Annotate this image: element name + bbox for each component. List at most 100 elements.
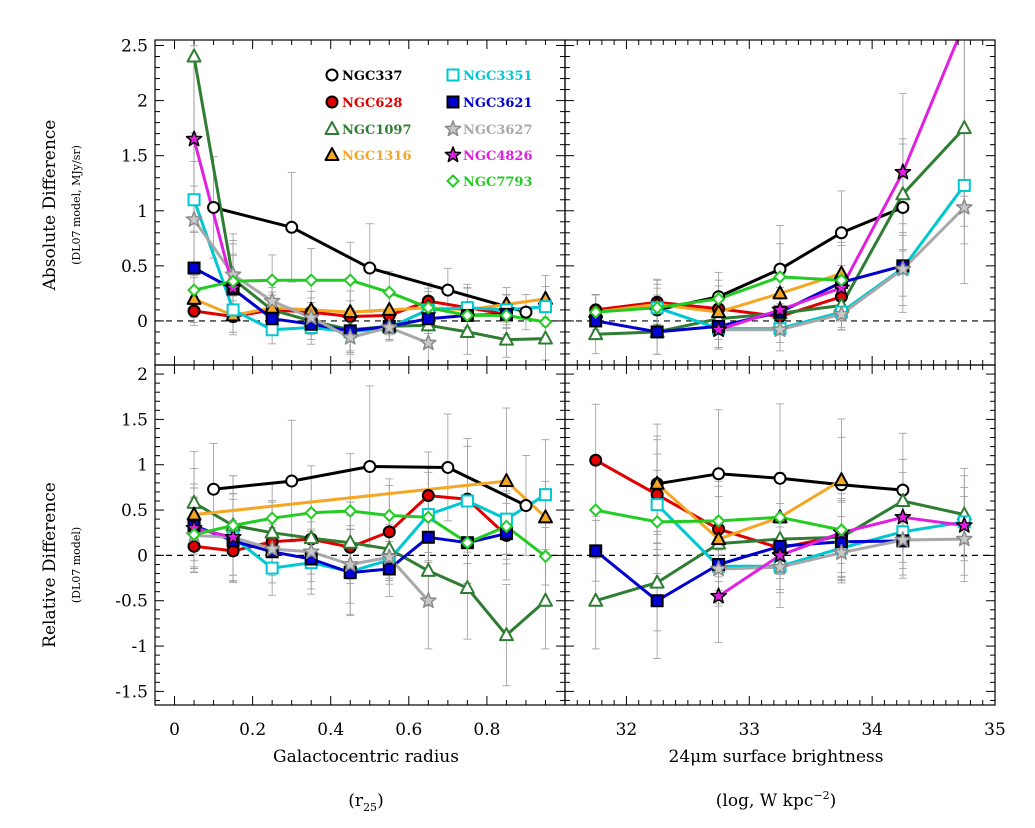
point-ngc4826: [224, 528, 242, 545]
y-tick-label: -0.5: [115, 592, 148, 612]
point-ngc3351: [957, 178, 971, 192]
ticks: [564, 40, 996, 366]
error-bars: [591, 40, 969, 355]
legend-label: NGC1097: [342, 123, 412, 138]
point-ngc7793: [588, 503, 603, 517]
ticks: [564, 364, 996, 705]
legend-label: NGC3621: [463, 96, 533, 111]
point-ngc7793: [382, 285, 397, 300]
point-ngc7793: [304, 505, 319, 520]
panel-0-1: [564, 15, 996, 366]
legend-label: NGC3351: [463, 69, 533, 84]
row0-ysublabel: (DL07 model, MJy/sr): [70, 145, 83, 265]
point-ngc7793: [773, 510, 787, 525]
legend-marker: [446, 174, 460, 188]
col1-xunit-tail: ): [830, 791, 837, 811]
x-tick-label: 0: [169, 720, 180, 740]
point-ngc7793: [460, 535, 475, 550]
point-ngc4826: [894, 508, 912, 525]
point-ngc7793: [650, 300, 665, 315]
legend-marker-shape: [325, 95, 339, 109]
row1-ylabel: Relative Difference: [40, 482, 60, 648]
point-ngc1097: [537, 592, 553, 607]
point-ngc628: [589, 453, 603, 467]
legend-marker: [444, 120, 462, 137]
legend-marker: [325, 95, 339, 109]
point-ngc1097: [186, 48, 202, 63]
point-ngc3627: [955, 530, 973, 547]
y-tick-label: 0: [137, 546, 148, 566]
point-ngc4826: [957, 15, 972, 29]
plot-area: [185, 40, 553, 365]
point-ngc7793: [304, 273, 319, 288]
legend-marker-shape: [325, 68, 339, 82]
legend: NGC337 NGC628 NGC1097 NGC1316 NGC3351 NG…: [324, 68, 533, 190]
point-ngc3351: [265, 561, 279, 575]
point-ngc628: [382, 525, 396, 539]
point-ngc7793: [773, 269, 787, 284]
y-tick-label: 2: [137, 365, 148, 385]
point-ngc1097: [264, 524, 280, 539]
legend-marker-shape: [324, 121, 340, 135]
point-ngc1097: [537, 330, 553, 345]
point-ngc3627: [894, 260, 912, 277]
point-ngc7793: [650, 514, 665, 529]
point-ngc628: [187, 539, 201, 553]
legend-marker: [324, 121, 340, 135]
point-ngc4826: [955, 516, 973, 533]
point-ngc3621: [421, 530, 435, 544]
point-ngc1097: [588, 592, 604, 607]
point-ngc7793: [711, 291, 726, 306]
legend-item-ngc3621: NGC3621: [446, 95, 533, 111]
point-ngc3621: [589, 544, 603, 558]
series-line-ngc1097: [193, 501, 547, 637]
col0-xunit-main: (r: [348, 791, 364, 811]
point-ngc1097: [498, 331, 514, 346]
point-ngc3627: [302, 308, 320, 325]
point-ngc3627: [710, 560, 727, 577]
point-ngc7793: [834, 273, 849, 288]
point-ngc3351: [538, 300, 552, 314]
legend-item-ngc7793: NGC7793: [446, 174, 533, 190]
point-ngc7793: [226, 274, 241, 289]
col1-xlabel: 24μm surface brightness: [669, 747, 884, 767]
ticks: [154, 40, 566, 366]
col0-xunit: (r25): [348, 791, 383, 814]
point-ngc3351: [265, 323, 279, 337]
point-ngc337: [441, 283, 455, 297]
row0-ylabel: Absolute Difference: [40, 120, 60, 292]
point-ngc1316: [833, 472, 849, 487]
point-ngc1316: [342, 304, 358, 319]
point-ngc337: [712, 467, 726, 481]
x-tick-label: 0.8: [473, 720, 500, 740]
point-ngc7793: [538, 549, 553, 564]
point-ngc1097: [342, 534, 358, 549]
series-line-ngc3351: [656, 184, 966, 331]
point-ngc7793: [382, 508, 397, 523]
col0-xunit-tail: ): [377, 791, 384, 811]
y-tick-label: 1.5: [121, 147, 148, 167]
point-ngc4826: [710, 587, 727, 604]
point-ngc337: [519, 305, 533, 319]
point-ngc7793: [711, 514, 726, 528]
point-ngc1097: [956, 120, 972, 135]
point-ngc3351: [187, 193, 201, 207]
point-ngc4826: [894, 163, 912, 180]
y-tick-label: 2: [137, 92, 148, 112]
point-ngc3351: [460, 494, 474, 508]
point-ngc1316: [381, 301, 397, 316]
point-ngc7793: [834, 523, 849, 537]
point-ngc3627: [894, 531, 912, 548]
point-ngc3621: [650, 325, 664, 339]
point-ngc337: [285, 474, 299, 488]
point-ngc337: [519, 499, 533, 513]
point-ngc7793: [499, 308, 514, 323]
point-ngc7793: [226, 518, 241, 533]
series-line-ngc1316: [193, 297, 546, 317]
point-ngc4826: [710, 321, 727, 337]
point-ngc7793: [588, 305, 603, 320]
x-tick-label: 35: [984, 720, 1006, 740]
legend-marker: [444, 146, 462, 163]
point-ngc3627: [955, 198, 973, 215]
legend-item-ngc3627: NGC3627: [444, 120, 533, 138]
